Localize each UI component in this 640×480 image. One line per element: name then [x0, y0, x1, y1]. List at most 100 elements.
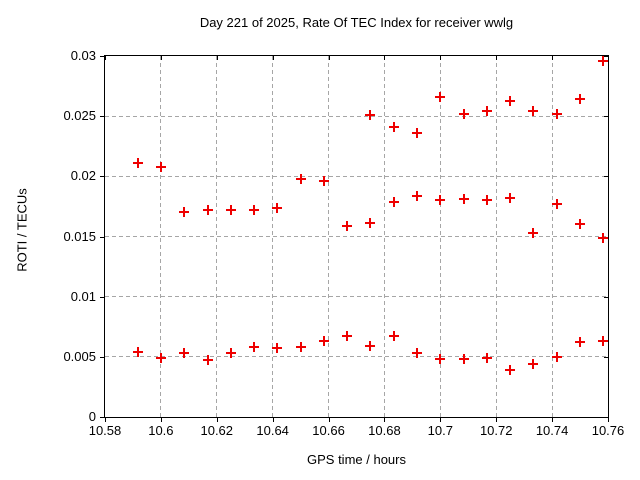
data-point-marker	[179, 348, 190, 359]
data-point-marker	[528, 106, 539, 117]
y-tick-mark-left	[100, 116, 104, 118]
data-point-marker	[575, 337, 586, 348]
x-tick-mark-top	[216, 56, 218, 60]
data-point-marker	[598, 55, 609, 66]
data-point-marker	[342, 220, 353, 231]
y-gridline	[105, 356, 608, 358]
data-point-marker	[388, 331, 399, 342]
x-tick-mark-top	[272, 56, 274, 60]
x-tick-mark-top	[328, 56, 330, 60]
data-point-marker	[365, 341, 376, 351]
y-gridline	[105, 236, 608, 237]
data-point-marker	[295, 173, 306, 184]
data-point-marker	[388, 121, 399, 132]
x-tick-label: 10.64	[256, 423, 289, 438]
data-point-marker	[458, 194, 469, 205]
x-tick-mark-bottom	[496, 418, 498, 422]
data-point-marker	[202, 205, 213, 216]
y-tick-label: 0.015	[63, 228, 96, 244]
x-tick-label: 10.6	[148, 423, 174, 438]
data-point-marker	[505, 365, 516, 376]
x-tick-label: 10.74	[535, 423, 569, 438]
y-tick-mark-right	[604, 296, 608, 298]
data-point-marker	[318, 336, 329, 347]
x-tick-mark-top	[608, 56, 609, 60]
y-tick-label: 0.02	[70, 168, 96, 184]
x-axis-label: GPS time / hours	[307, 452, 406, 467]
data-point-marker	[482, 195, 492, 206]
y-tick-label: 0.005	[63, 348, 96, 364]
data-point-marker	[132, 158, 143, 169]
y-tick-label: 0.01	[70, 288, 96, 304]
data-point-marker	[551, 108, 562, 119]
x-tick-label: 10.66	[312, 423, 345, 438]
y-tick-mark-right	[604, 176, 608, 178]
data-point-marker	[598, 232, 609, 243]
data-point-marker	[528, 359, 539, 370]
x-tick-mark-bottom	[105, 418, 106, 422]
x-tick-label: 10.58	[88, 423, 122, 438]
data-point-marker	[225, 205, 236, 216]
plot-area	[104, 55, 609, 418]
x-tick-label: 10.72	[479, 423, 513, 438]
data-point-marker	[248, 205, 259, 216]
y-tick-mark-right	[604, 116, 608, 118]
data-point-marker	[365, 109, 376, 120]
data-point-marker	[202, 355, 213, 366]
y-tick-label: 0	[88, 409, 96, 424]
y-tick-mark-left	[100, 176, 104, 178]
data-point-marker	[365, 218, 376, 229]
data-point-marker	[132, 347, 143, 358]
x-tick-mark-bottom	[216, 418, 218, 422]
data-point-marker	[551, 351, 562, 362]
data-point-marker	[575, 219, 586, 230]
y-tick-mark-right	[604, 356, 608, 358]
data-point-marker	[435, 195, 446, 206]
y-gridline	[105, 115, 608, 117]
data-point-marker	[155, 161, 166, 172]
data-point-marker	[179, 207, 190, 218]
data-point-marker	[575, 94, 586, 105]
data-point-marker	[458, 354, 469, 365]
data-point-marker	[435, 91, 446, 102]
data-point-marker	[505, 95, 516, 106]
data-point-marker	[388, 196, 399, 207]
x-tick-mark-bottom	[608, 418, 609, 422]
y-gridline	[105, 296, 608, 298]
data-point-marker	[272, 202, 283, 213]
data-point-marker	[248, 342, 259, 353]
data-point-marker	[482, 353, 492, 364]
x-tick-mark-bottom	[272, 418, 274, 422]
data-point-marker	[482, 106, 492, 117]
data-point-marker	[412, 190, 423, 201]
data-point-marker	[155, 353, 166, 364]
x-tick-label: 10.68	[368, 423, 401, 438]
data-point-marker	[318, 176, 329, 187]
y-tick-label: 0.025	[63, 108, 96, 124]
y-tick-mark-left	[100, 356, 104, 358]
x-tick-label: 10.62	[200, 423, 234, 438]
y-tick-mark-left	[100, 417, 104, 418]
y-axis-label: ROTI / TECUs	[14, 188, 30, 272]
x-tick-mark-bottom	[440, 418, 442, 422]
y-gridline	[105, 175, 608, 177]
data-point-marker	[551, 199, 562, 209]
x-tick-mark-top	[384, 56, 386, 60]
x-tick-mark-bottom	[328, 418, 330, 422]
x-tick-mark-bottom	[384, 418, 386, 422]
data-point-marker	[412, 128, 423, 138]
chart-title: Day 221 of 2025, Rate Of TEC Index for r…	[199, 15, 514, 30]
data-point-marker	[505, 192, 516, 203]
data-point-marker	[295, 342, 306, 353]
data-point-marker	[272, 343, 283, 354]
data-point-marker	[342, 331, 353, 342]
y-tick-mark-left	[100, 236, 104, 238]
x-tick-label: 10.76	[591, 423, 625, 438]
x-tick-mark-top	[552, 56, 554, 60]
x-tick-mark-top	[440, 56, 442, 60]
x-tick-mark-top	[160, 56, 162, 60]
data-point-marker	[412, 348, 423, 359]
x-tick-mark-top	[105, 56, 106, 60]
data-point-marker	[598, 336, 609, 347]
x-tick-mark-bottom	[552, 418, 554, 422]
